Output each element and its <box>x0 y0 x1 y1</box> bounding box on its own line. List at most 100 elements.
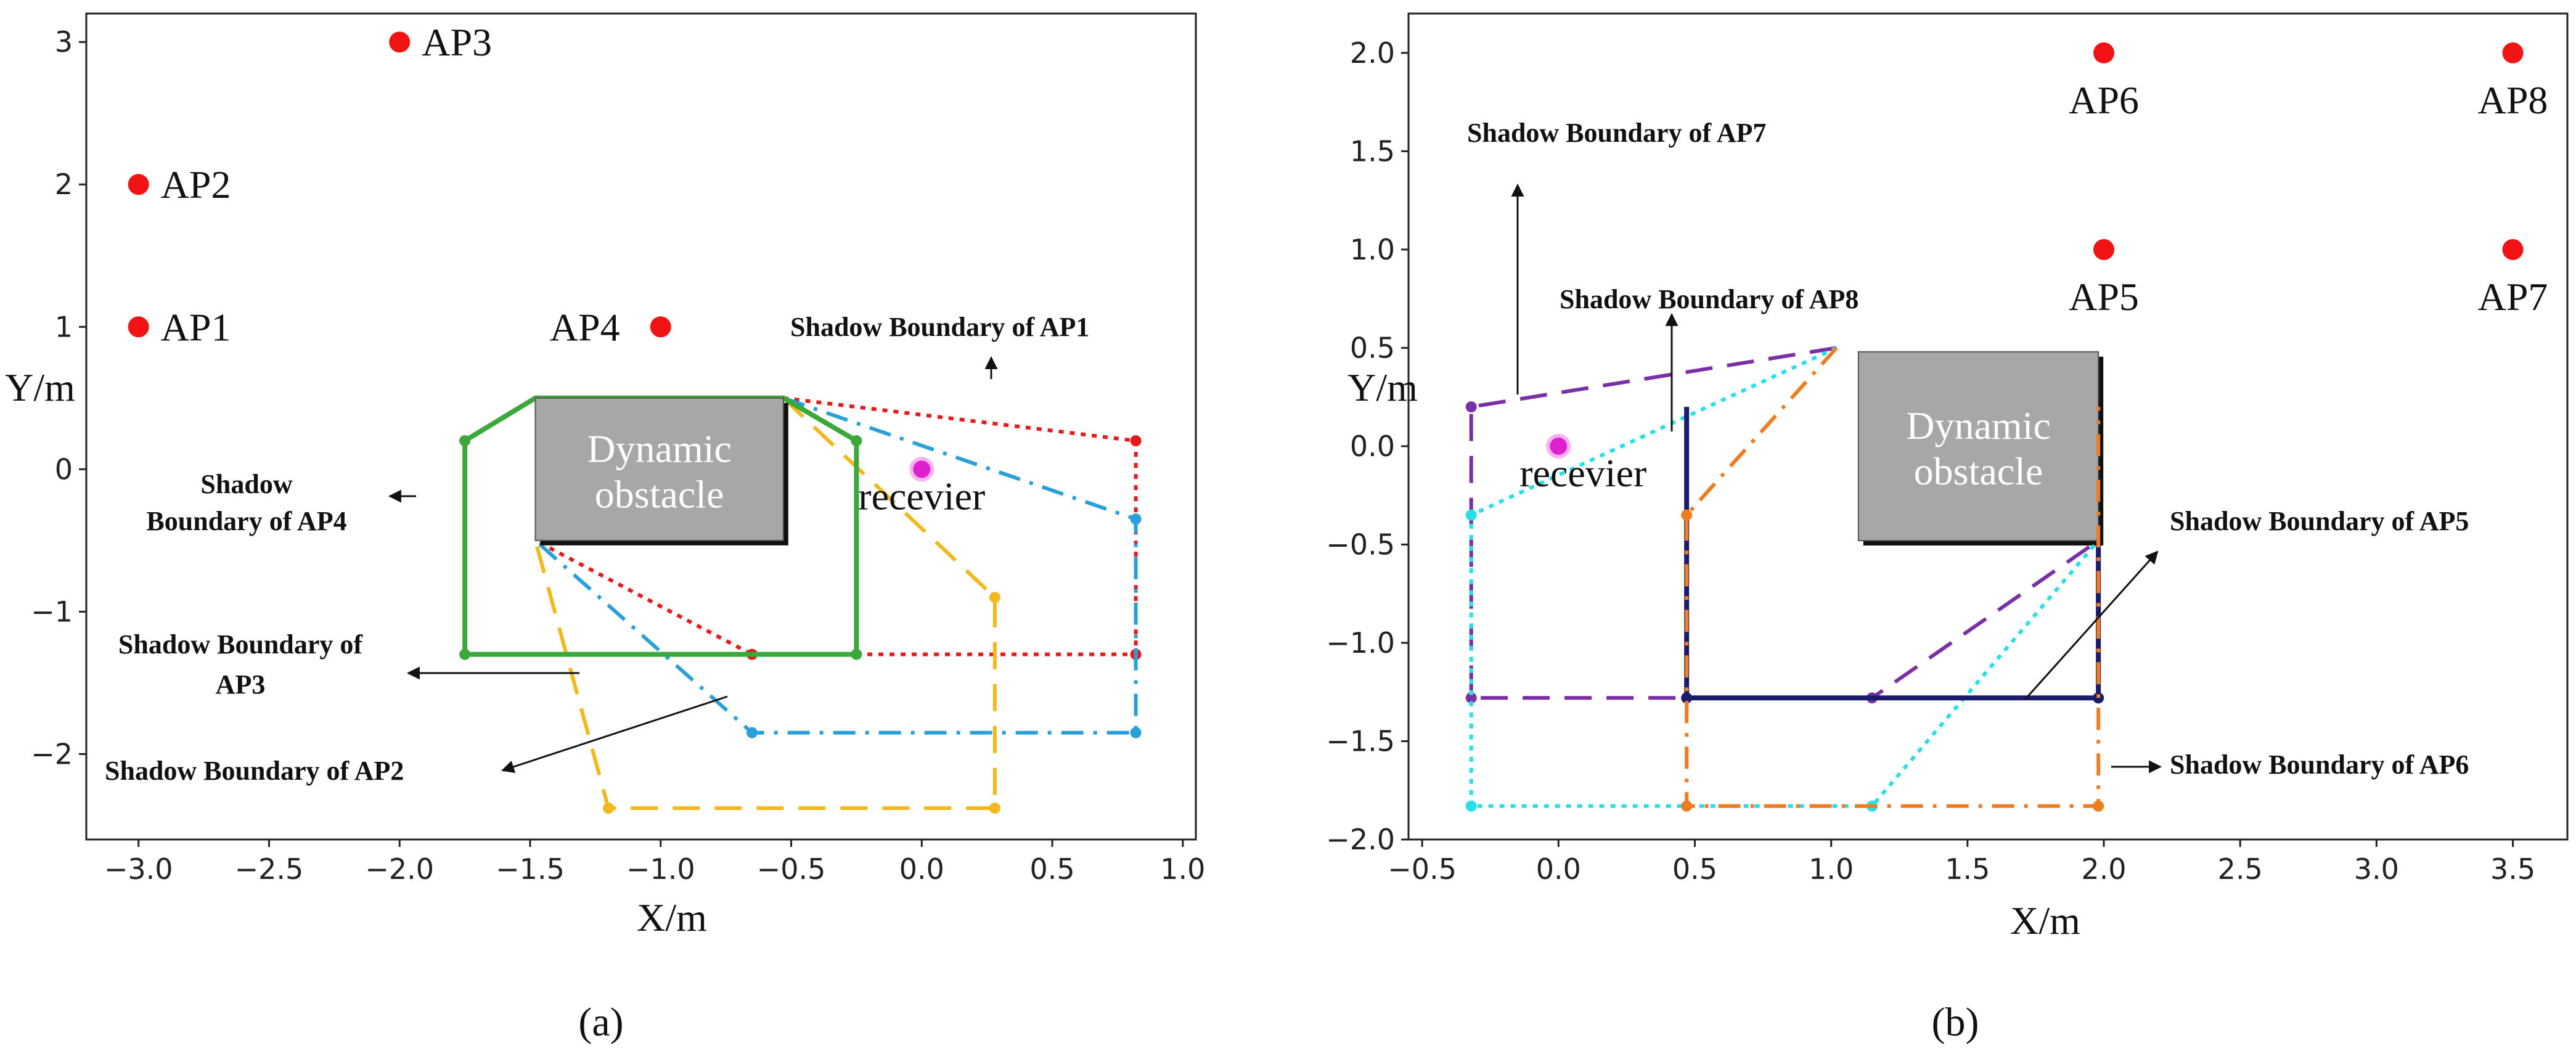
y-tick-label: 1.0 <box>1350 233 1395 266</box>
x-tick-label: 0.5 <box>1672 852 1717 886</box>
y-tick-label: −2 <box>31 737 73 770</box>
x-tick-label: 3.0 <box>2354 852 2399 886</box>
y-axis-label: Y/m <box>5 366 75 409</box>
y-tick-label: −1.0 <box>1326 626 1395 660</box>
x-tick-label: 1.0 <box>1809 852 1854 886</box>
x-tick-label: 2.5 <box>2218 852 2263 886</box>
boundary-vertex <box>603 803 615 814</box>
tick-layer: −0.5 0.0 0.5 1.0 1.5 2.0 2.5 3.0 3.5 2.0 1.5 1.0 0.5… <box>1326 36 2535 886</box>
y-tick-label: 0.5 <box>1350 331 1395 364</box>
boundary-vertex <box>459 435 471 447</box>
boundary-vertex <box>989 803 1000 814</box>
x-tick-label: 0.5 <box>1029 852 1074 886</box>
x-tick-label: 0.0 <box>899 852 944 886</box>
ap-label-ap2: AP2 <box>161 163 231 206</box>
subcaption-a: (a) <box>578 1000 623 1045</box>
shadow-boundary-ap2 <box>534 396 1138 735</box>
x-tick-label: −2.0 <box>365 852 434 886</box>
y-tick-label: 1.5 <box>1350 134 1395 168</box>
y-tick-label: 1 <box>55 310 73 343</box>
annotation-ap7: Shadow Boundary of AP7 <box>1467 118 1766 148</box>
annotation-ap2: Shadow Boundary of AP2 <box>105 756 404 786</box>
boundary-vertex <box>1130 513 1142 525</box>
boundary-layer <box>1465 346 2104 812</box>
annotation-ap3-line2: AP3 <box>216 669 266 700</box>
tick-layer: −3.0 −2.5 −2.0 −1.5 −1.0 −0.5 0.0 0.5 1.0 3 2 1 0 −1 −… <box>31 25 1205 886</box>
x-tick-label: −1.5 <box>496 852 565 886</box>
boundary-vertex <box>1130 435 1142 447</box>
x-tick-label: 1.0 <box>1160 852 1205 886</box>
boundary-vertex <box>2093 692 2104 704</box>
access-points: AP1 AP2 AP3 AP4 recevier <box>128 20 985 518</box>
ap-label-ap7: AP7 <box>2478 275 2548 319</box>
x-axis-label: X/m <box>637 896 707 939</box>
boundary-vertex <box>1465 401 1477 413</box>
receiver-label: recevier <box>858 474 985 518</box>
ap-label-ap5: AP5 <box>2069 275 2139 319</box>
annotation-ap8: Shadow Boundary of AP8 <box>1560 284 1858 314</box>
ap-marker-ap6 <box>2093 42 2114 63</box>
annotation-ap4-line2: Boundary of AP4 <box>146 506 346 536</box>
annotation-ap5: Shadow Boundary of AP5 <box>2170 506 2469 536</box>
shadow-boundary-ap7 <box>1469 346 2100 700</box>
y-tick-label: −1 <box>31 595 73 628</box>
obstacle-label-line1: Dynamic <box>1906 404 2051 447</box>
boundary-vertex <box>1465 509 1477 521</box>
boundary-vertex <box>1681 509 1693 521</box>
boundary-vertex <box>746 727 758 738</box>
access-points: AP6 AP8 AP5 AP7 recevier <box>1519 42 2548 495</box>
shadow-boundary-ap8 <box>1469 346 2100 808</box>
ap-marker-ap2 <box>128 174 149 195</box>
boundary-vertex <box>1681 800 1693 812</box>
obstacle-label-line1: Dynamic <box>587 427 732 470</box>
y-axis-label: Y/m <box>1347 366 1418 409</box>
ap-marker-ap4 <box>650 316 671 338</box>
annotation-ap6: Shadow Boundary of AP6 <box>2170 750 2469 780</box>
ap-marker-ap8 <box>2502 42 2524 63</box>
y-tick-label: 2.0 <box>1350 36 1395 70</box>
x-tick-label: −0.5 <box>1388 852 1457 886</box>
boundary-vertex <box>989 592 1000 603</box>
boundary-vertex <box>1130 727 1142 738</box>
ap-label-ap1: AP1 <box>161 305 231 349</box>
panel-b: −0.5 0.0 0.5 1.0 1.5 2.0 2.5 3.0 3.5 2.0 1.5 1.0 0.5… <box>1326 12 2569 1045</box>
ap-label-ap4: AP4 <box>550 305 620 349</box>
annotation-arrow-ap5 <box>2024 550 2159 701</box>
x-tick-label: −2.5 <box>235 852 304 886</box>
ap-label-ap3: AP3 <box>422 20 492 64</box>
boundary-vertex <box>1465 692 1477 704</box>
shadow-boundary-ap3 <box>533 396 997 811</box>
annotation-ap3-line1: Shadow Boundary of <box>118 629 363 660</box>
obstacle-rect <box>534 397 784 541</box>
x-tick-label: 2.0 <box>2081 852 2126 886</box>
ap-label-ap6: AP6 <box>2069 78 2139 122</box>
obstacle: Dynamic obstacle <box>1857 351 2104 546</box>
x-tick-label: 3.5 <box>2490 852 2535 886</box>
x-tick-label: 0.0 <box>1536 852 1581 886</box>
y-tick-label: −2.0 <box>1326 823 1395 856</box>
boundary-vertex <box>851 435 862 447</box>
obstacle-label-line2: obstacle <box>595 472 724 516</box>
y-tick-label: 2 <box>55 168 73 201</box>
obstacle-label-line2: obstacle <box>1914 449 2043 493</box>
boundary-vertex <box>459 648 471 660</box>
obstacle: Dynamic obstacle <box>534 397 788 545</box>
boundary-vertex <box>1465 800 1477 812</box>
boundary-vertex <box>1681 692 1693 704</box>
subcaption-b: (b) <box>1932 1000 1979 1045</box>
y-tick-label: 0 <box>55 452 73 486</box>
obstacle-rect <box>1857 351 2100 542</box>
y-tick-label: −1.5 <box>1326 724 1395 758</box>
y-tick-label: −0.5 <box>1326 528 1395 561</box>
ap-marker-ap3 <box>389 31 411 53</box>
receiver-marker <box>1546 433 1571 459</box>
x-tick-label: −1.0 <box>626 852 695 886</box>
panel-a: −3.0 −2.5 −2.0 −1.5 −1.0 −0.5 0.0 0.5 1.0 3 2 1 0 −1 −… <box>5 12 1205 1045</box>
boundary-vertex <box>851 648 862 660</box>
ap-marker-ap5 <box>2093 239 2114 260</box>
annotation-ap1: Shadow Boundary of AP1 <box>790 312 1089 342</box>
x-tick-label: −0.5 <box>757 852 826 886</box>
annotation-arrow-ap2 <box>501 695 728 774</box>
x-axis-label: X/m <box>2010 899 2080 942</box>
